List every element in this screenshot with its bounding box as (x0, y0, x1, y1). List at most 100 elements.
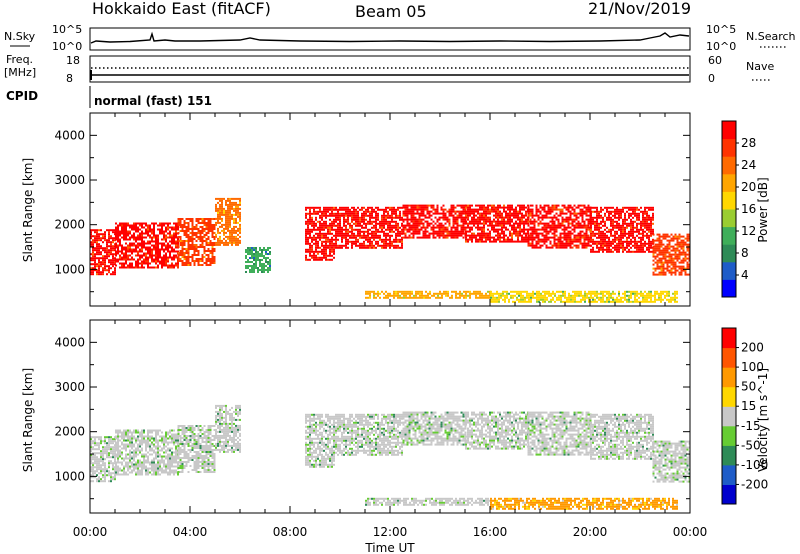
velocity-colorbar-frame (721, 327, 737, 505)
velocity-colorbar-swatch-1 (722, 464, 736, 485)
velocity-region-1 (115, 429, 179, 476)
velocity-colorbar-swatch-4 (722, 406, 736, 427)
velocity-colorbar-label-2: 50 (741, 380, 756, 394)
velocity-colorbar-label-7: -200 (741, 477, 768, 491)
power-colorbar-label-4: 20 (741, 180, 756, 194)
power-colorbar-swatch-7 (722, 156, 736, 175)
velocity-region-4 (305, 413, 335, 468)
nave-tick-high: 60 (708, 54, 722, 67)
time-tick-label-6: 00:00 (673, 525, 708, 539)
power-y-axis-label: Slant Range [km] (21, 158, 35, 262)
freq-unit-label: [MHz] (4, 66, 36, 79)
power-region-7 (402, 204, 467, 239)
power-colorbar-label-6: 28 (741, 136, 756, 150)
velocity-y-axis-label: Slant Range [km] (21, 368, 35, 472)
velocity-data-layer (90, 404, 691, 510)
power-colorbar-swatch-5 (722, 191, 736, 210)
velocity-colorbar-swatch-8 (722, 328, 736, 349)
power-region-9 (527, 204, 592, 249)
cpid-value: normal (fast) 151 (94, 94, 212, 108)
velocity-ytick-label-0: 1000 (54, 469, 85, 483)
station-title: Hokkaido East (fitACF) (92, 0, 271, 18)
velocity-colorbar-label-5: -50 (741, 438, 761, 452)
velocity-colorbar-swatch-2 (722, 445, 736, 466)
power-panel: 1000 2000 3000 4000 Slant Range [km] (21, 112, 691, 307)
power-region-3 (215, 197, 241, 246)
nsky-tick-high-right: 10^5 (706, 23, 736, 36)
velocity-region-5 (335, 413, 403, 456)
velocity-region-8 (527, 411, 592, 456)
velocity-colorbar-label-1: 100 (741, 360, 764, 374)
power-colorbar-label-1: 8 (741, 246, 749, 260)
velocity-colorbar: 200 100 50 15 -15 -50 -100 -200 (721, 327, 768, 505)
time-tick-label-3: 12:00 (373, 525, 408, 539)
velocity-ytick-label-3: 4000 (54, 335, 85, 349)
velocity-colorbar-label-0: 200 (741, 341, 764, 355)
power-region-8 (465, 204, 529, 243)
power-colorbar-swatch-1 (722, 261, 736, 280)
power-colorbar: 4 8 12 16 20 24 28 (721, 120, 756, 298)
nsky-trace (90, 31, 690, 44)
velocity-colorbar-swatch-5 (722, 386, 736, 407)
time-tick-label-1: 04:00 (173, 525, 208, 539)
power-ytick-label-3: 4000 (54, 128, 85, 142)
velocity-colorbar-label-3: 15 (741, 399, 756, 413)
velocity-ytick-label-1: 2000 (54, 425, 85, 439)
nave-label: Nave (746, 60, 774, 73)
power-region-11 (652, 233, 691, 276)
power-data-layer (90, 197, 691, 303)
power-colorbar-label-3: 16 (741, 202, 756, 216)
nsky-label: N.Sky (4, 30, 36, 43)
power-ytick-label-1: 2000 (54, 218, 85, 232)
nsearch-label: N.Search (746, 30, 796, 43)
nave-tick-low: 0 (708, 72, 715, 85)
power-region-13 (490, 290, 678, 303)
velocity-colorbar-swatch-7 (722, 347, 736, 368)
nsky-panel-frame (89, 27, 691, 51)
velocity-colorbar-swatch-0 (722, 484, 736, 505)
power-colorbar-swatch-6 (722, 173, 736, 192)
velocity-region-10 (652, 440, 691, 483)
velocity-colorbar-label-6: -100 (741, 458, 768, 472)
freq-label: Freq. (6, 53, 33, 66)
velocity-x-ticks (89, 320, 691, 513)
power-ytick-label-0: 1000 (54, 262, 85, 276)
velocity-region-7 (465, 411, 529, 450)
time-axis-labels: 00:00 04:00 08:00 12:00 16:00 20:00 00:00 (73, 525, 708, 539)
power-region-6 (335, 206, 403, 249)
velocity-colorbar-swatch-3 (722, 425, 736, 446)
velocity-region-12 (490, 497, 678, 510)
power-region-10 (590, 206, 654, 253)
velocity-colorbar-swatch-6 (722, 367, 736, 388)
velocity-ytick-label-2: 3000 (54, 380, 85, 394)
power-region-4 (245, 247, 271, 273)
power-colorbar-swatch-8 (722, 138, 736, 157)
time-tick-label-5: 20:00 (573, 525, 608, 539)
power-colorbar-swatch-9 (722, 121, 736, 140)
power-colorbar-swatch-2 (722, 244, 736, 263)
velocity-region-3 (215, 404, 241, 453)
freq-tick-high: 18 (66, 54, 80, 67)
nsky-tick-low-right: 10^0 (706, 40, 736, 53)
cpid-label: CPID (6, 89, 38, 103)
x-axis-label: Time UT (364, 541, 415, 554)
velocity-colorbar-label-4: -15 (741, 419, 761, 433)
velocity-colorbar-label: Velocity [m s^-1] (756, 368, 770, 472)
power-x-ticks (89, 113, 691, 306)
power-region-1 (115, 222, 179, 269)
power-colorbar-swatch-0 (722, 279, 736, 298)
power-region-12 (365, 290, 491, 299)
freq-tick-low: 8 (66, 72, 73, 85)
nsky-tick-low-left: 10^0 (52, 40, 82, 53)
freq-panel-frame (89, 55, 691, 83)
beam-title: Beam 05 (355, 2, 427, 21)
power-region-2 (177, 218, 216, 266)
velocity-region-11 (365, 497, 491, 506)
time-tick-label-2: 08:00 (273, 525, 308, 539)
power-colorbar-label-0: 4 (741, 268, 749, 282)
velocity-panel: 1000 2000 3000 4000 Slant Range [km] (21, 319, 691, 514)
velocity-region-2 (177, 425, 216, 473)
power-ytick-label-2: 3000 (54, 173, 85, 187)
power-colorbar-label-2: 12 (741, 224, 756, 238)
